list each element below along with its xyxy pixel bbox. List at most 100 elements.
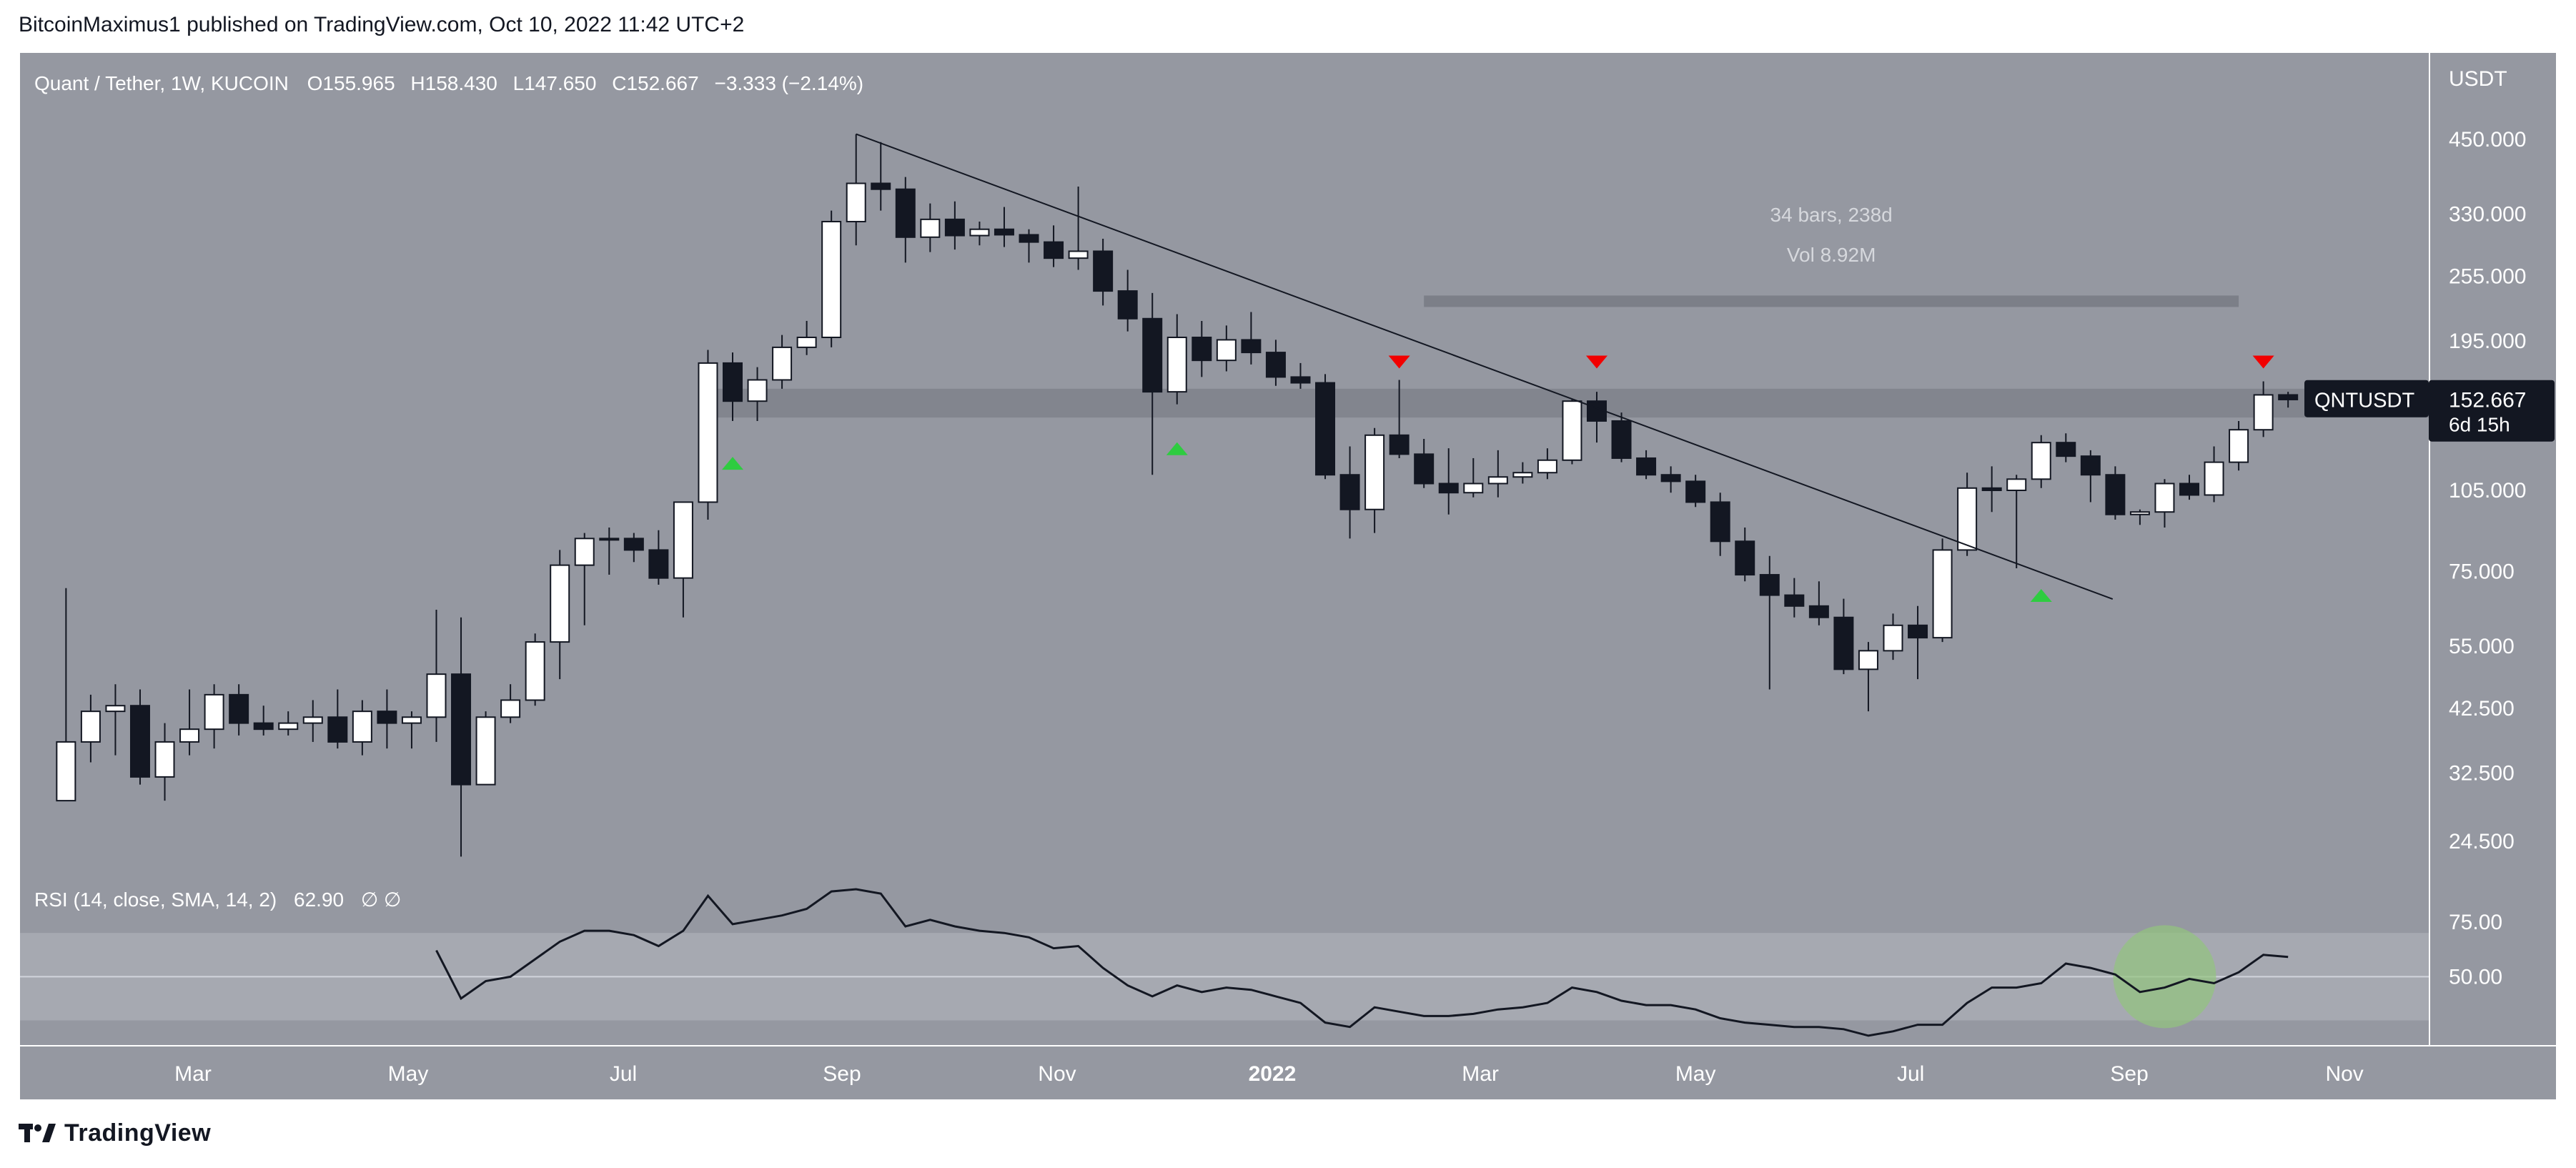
candle-down (2056, 442, 2076, 457)
price-tick-label: 55.000 (2449, 635, 2515, 658)
down-marker (1585, 355, 1607, 369)
price-tick-label: 105.000 (2449, 479, 2526, 503)
high-label: H (410, 72, 425, 94)
up-marker (2030, 589, 2052, 603)
open-label: O (307, 72, 323, 94)
price-axis[interactable]: USDT 450.000 330.000 255.000 195.000 105.000… (2304, 53, 2556, 1045)
down-marker (1388, 355, 1410, 369)
time-tick-label: Jul (1897, 1062, 1924, 1086)
price-tick-label: 75.000 (2449, 560, 2515, 584)
rsi-value: 62.90 (294, 889, 344, 911)
candle-down (1438, 482, 1459, 494)
candle-up (796, 336, 817, 348)
symbol-tag-background (2304, 380, 2429, 417)
candle-down (2105, 474, 2126, 515)
rsi-legend: RSI (14, close, SMA, 14, 2) 62.90 ∅ ∅ (34, 889, 401, 911)
price-tick-label: 24.500 (2449, 830, 2515, 853)
candle-up (1487, 476, 1508, 485)
candle-down (1241, 339, 1262, 354)
candle-down (1389, 434, 1410, 455)
candle-down (327, 716, 348, 743)
candles-group (56, 134, 2299, 857)
candle-up (204, 693, 224, 731)
candle-up (500, 699, 521, 718)
candle-up (2253, 394, 2274, 431)
candle-down (944, 218, 965, 237)
candle-down (1315, 382, 1336, 476)
candle-down (1833, 616, 1854, 670)
candle-up (302, 716, 323, 724)
price-axis-background (2430, 53, 2556, 1045)
candle-up (673, 501, 693, 579)
measure-vol-label: Vol 8.92M (1787, 244, 1876, 266)
candle-up (1364, 434, 1385, 510)
candle-up (698, 362, 718, 503)
measure-group: 34 bars, 238d Vol 8.92M (1424, 204, 2239, 307)
rsi-pane[interactable]: RSI (14, close, SMA, 14, 2) 62.90 ∅ ∅ (20, 868, 2429, 1045)
candle-up (969, 228, 990, 237)
last-price-value: 152.667 (2449, 389, 2526, 412)
markers-group (722, 355, 2274, 603)
candle-up (846, 182, 866, 223)
candle-down (1414, 453, 1435, 485)
rsi-line (435, 888, 2289, 1037)
time-tick-label: Sep (823, 1062, 861, 1086)
candle-up (821, 221, 842, 338)
candle-down (895, 188, 916, 238)
candle-up (1216, 339, 1237, 362)
candle-down (1636, 457, 1657, 476)
candle-down (1019, 234, 1039, 243)
low-value: 147.650 (524, 72, 596, 94)
candle-down (1759, 574, 1780, 596)
price-tick-label: 42.500 (2449, 697, 2515, 721)
candle-up (352, 711, 372, 743)
candle-up (1537, 459, 1557, 474)
time-axis[interactable]: Mar May Jul Sep Nov 2022 Mar May Jul Sep Nov (20, 1046, 2556, 1099)
candle-up (475, 716, 496, 786)
time-tick-label: Jul (610, 1062, 637, 1086)
time-tick-label: May (1675, 1062, 1716, 1086)
candle-up (56, 741, 76, 802)
candle-up (426, 673, 447, 718)
candle-down (1044, 241, 1064, 259)
candle-down (1735, 540, 1755, 576)
candle-down (129, 705, 150, 778)
down-marker (2252, 355, 2274, 369)
candle-up (747, 379, 768, 402)
time-tick-label: Nov (2325, 1062, 2363, 1086)
candle-up (154, 741, 175, 778)
candle-down (1660, 474, 1681, 482)
candle-down (1142, 317, 1163, 393)
candle-down (1784, 594, 1805, 607)
candle-up (2129, 511, 2150, 515)
time-tick-label: May (388, 1062, 429, 1086)
time-axis-background (20, 1046, 2556, 1099)
candle-up (550, 564, 570, 643)
rsi-ticks: 75.00 50.00 (2449, 911, 2502, 989)
candle-down (1808, 605, 1829, 618)
tradingview-logo[interactable]: TradingView (19, 1117, 211, 1149)
candle-up (2006, 478, 2027, 491)
main-pane[interactable]: 34 bars, 238d Vol 8.92M Quant / Tether, … (20, 53, 2429, 868)
main-pane-background (20, 53, 2429, 868)
candle-down (994, 228, 1014, 236)
candle-up (772, 346, 793, 381)
candle-down (2278, 394, 2299, 400)
candle-down (2080, 455, 2101, 476)
price-tick-label: 450.000 (2449, 128, 2526, 152)
candle-up (525, 641, 545, 701)
candle-up (401, 716, 422, 724)
candle-down (1611, 420, 1632, 459)
ohlc-legend: Quant / Tether, 1W, KUCOIN O155.965 H158… (34, 72, 863, 94)
candle-up (574, 538, 595, 566)
rsi-tick-label: 50.00 (2449, 965, 2502, 989)
publisher-info: BitcoinMaximus1 published on TradingView… (19, 13, 745, 36)
up-marker (1166, 442, 1188, 455)
candle-up (1512, 472, 1533, 478)
trendline-group[interactable] (856, 133, 2114, 600)
tradingview-logo-icon (19, 1124, 56, 1142)
high-value: 158.430 (425, 72, 497, 94)
low-label: L (513, 72, 525, 94)
symbol-tag: QNTUSDT (2304, 380, 2429, 417)
